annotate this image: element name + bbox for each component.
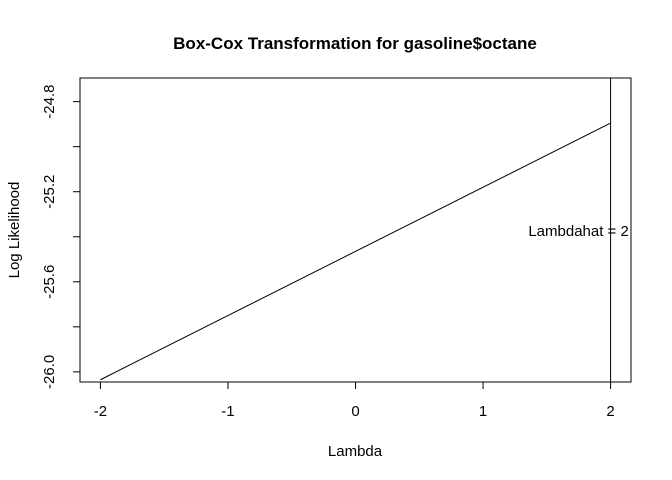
y-tick-label: -25.2 bbox=[41, 175, 58, 209]
y-axis: -26.0 -25.6 -25.2 -24.8 bbox=[41, 85, 81, 389]
x-axis: -2 -1 0 1 2 bbox=[94, 381, 615, 420]
x-tick-label: -1 bbox=[221, 403, 234, 420]
y-tick-label: -26.0 bbox=[41, 355, 58, 389]
x-tick-label: -2 bbox=[94, 403, 107, 420]
y-axis-label: Log Likelihood bbox=[6, 182, 23, 279]
x-tick-label: 2 bbox=[606, 403, 614, 420]
y-tick-label: -24.8 bbox=[41, 85, 58, 119]
chart-title: Box-Cox Transformation for gasoline$octa… bbox=[173, 34, 537, 53]
y-tick-label: -25.6 bbox=[41, 265, 58, 299]
plot-area: Lambdahat = 2 bbox=[100, 78, 629, 382]
likelihood-curve bbox=[100, 122, 611, 381]
x-tick-label: 0 bbox=[351, 403, 359, 420]
x-axis-label: Lambda bbox=[328, 443, 383, 460]
x-tick-label: 1 bbox=[479, 403, 487, 420]
lambdahat-annotation: Lambdahat = 2 bbox=[528, 223, 629, 240]
